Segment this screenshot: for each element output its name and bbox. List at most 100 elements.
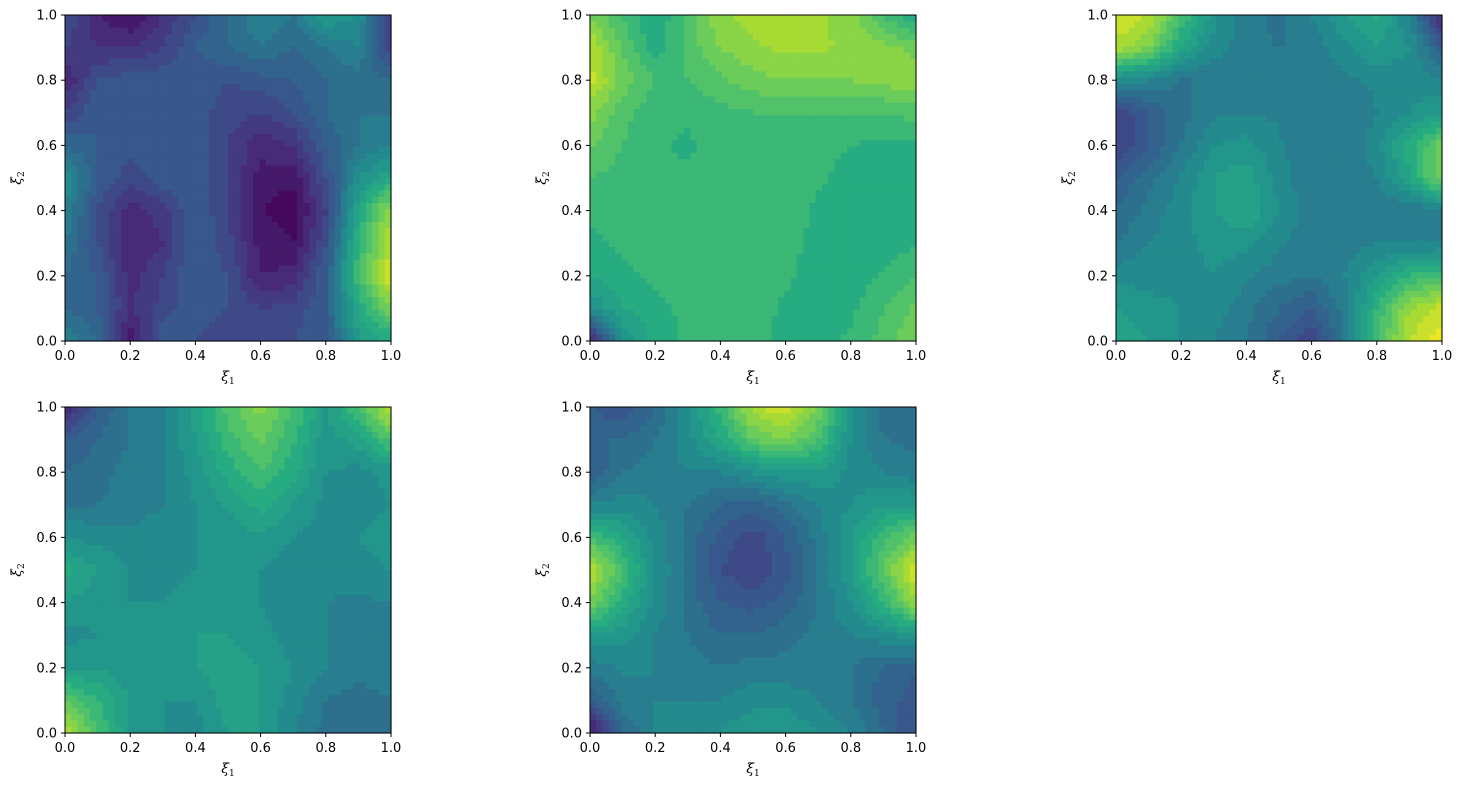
- contour-cell: [359, 328, 367, 336]
- contour-cell: [815, 83, 823, 91]
- contour-cell: [740, 65, 748, 73]
- contour-cell: [90, 240, 97, 248]
- contour-cell: [847, 196, 854, 204]
- contour-cell: [271, 121, 279, 129]
- contour-cell: [284, 178, 292, 185]
- contour-cell: [65, 165, 72, 173]
- contour-cell: [209, 272, 217, 279]
- contour-cell: [746, 40, 754, 47]
- contour-cell: [746, 178, 754, 185]
- contour-cell: [803, 228, 811, 236]
- contour-cell: [240, 58, 248, 66]
- contour-cell: [809, 152, 817, 160]
- contour-cell: [853, 265, 861, 273]
- contour-cell: [646, 27, 654, 35]
- contour-cell: [71, 146, 79, 154]
- contour-cell: [646, 259, 654, 267]
- contour-cell: [677, 215, 685, 223]
- contour-cell: [677, 21, 685, 29]
- contour-cell: [734, 215, 742, 223]
- contour-cell: [234, 15, 242, 22]
- contour-cell: [627, 71, 635, 79]
- contour-cell: [372, 297, 380, 304]
- contour-cell: [328, 171, 336, 179]
- contour-cell: [765, 71, 773, 79]
- contour-cell: [384, 77, 392, 85]
- contour-cell: [602, 272, 610, 279]
- contour-cell: [146, 65, 154, 73]
- contour-cell: [727, 184, 735, 192]
- contour-cell: [315, 196, 323, 204]
- contour-cell: [602, 115, 610, 123]
- contour-cell: [734, 278, 742, 286]
- contour-cell: [890, 278, 898, 286]
- contour-cell: [290, 196, 298, 204]
- contour-cell: [284, 159, 292, 167]
- contour-cell: [909, 96, 917, 104]
- contour-cell: [709, 121, 716, 129]
- contour-cell: [665, 159, 673, 167]
- contour-cell: [96, 146, 104, 154]
- contour-cell: [228, 278, 235, 286]
- contour-cell: [765, 134, 773, 141]
- contour-cell: [240, 196, 248, 204]
- contour-cell: [303, 253, 311, 261]
- contour-cell: [71, 265, 79, 273]
- contour-cell: [190, 253, 198, 261]
- contour-cell: [721, 152, 729, 160]
- contour-cell: [884, 165, 892, 173]
- contour-cell: [378, 234, 386, 242]
- contour-cell: [771, 58, 779, 66]
- contour-cell: [771, 27, 779, 35]
- contour-cell: [890, 184, 898, 192]
- contour-cell: [334, 297, 342, 304]
- contour-cell: [353, 234, 361, 242]
- contour-cell: [177, 265, 185, 273]
- contour-cell: [146, 109, 154, 116]
- contour-cell: [847, 159, 854, 167]
- contour-cell: [671, 40, 679, 47]
- contour-cell: [340, 253, 348, 261]
- contour-cell: [734, 52, 742, 60]
- contour-cell: [853, 127, 861, 135]
- contour-cell: [671, 77, 679, 85]
- contour-cell: [652, 203, 660, 210]
- contour-cell: [778, 159, 785, 167]
- contour-cell: [790, 146, 798, 154]
- contour-cell: [265, 134, 273, 141]
- contour-cell: [284, 246, 292, 254]
- contour-cell: [646, 272, 654, 279]
- contour-cell: [353, 140, 361, 148]
- contour-cell: [309, 209, 317, 217]
- contour-cell: [90, 190, 97, 198]
- contour-cell: [303, 27, 311, 35]
- contour-cell: [83, 77, 91, 85]
- contour-cell: [322, 221, 329, 229]
- contour-cell: [83, 228, 91, 236]
- contour-cell: [215, 290, 223, 298]
- contour-cell: [665, 240, 673, 248]
- contour-cell: [359, 71, 367, 79]
- contour-cell: [253, 190, 260, 198]
- contour-cell: [152, 309, 160, 317]
- contour-cell: [677, 27, 685, 35]
- contour-cell: [715, 253, 723, 261]
- contour-cell: [608, 246, 616, 254]
- contour-cell: [171, 334, 179, 342]
- contour-cell: [90, 259, 97, 267]
- contour-cell: [690, 265, 698, 273]
- contour-cell: [159, 71, 166, 79]
- contour-cell: [690, 21, 698, 29]
- contour-cell: [102, 246, 110, 254]
- contour-cell: [340, 246, 348, 254]
- contour-cell: [784, 65, 792, 73]
- contour-cell: [309, 90, 317, 98]
- contour-cell: [646, 159, 654, 167]
- contour-cell: [646, 15, 654, 22]
- contour-cell: [328, 315, 336, 323]
- contour-cell: [872, 159, 879, 167]
- contour-cell: [140, 77, 148, 85]
- contour-cell: [365, 334, 373, 342]
- contour-cell: [665, 140, 673, 148]
- contour-cell: [196, 240, 204, 248]
